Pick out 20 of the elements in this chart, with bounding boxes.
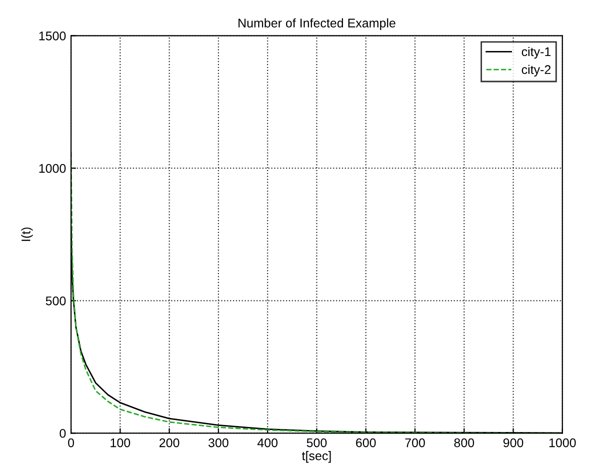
y-axis-title: I(t) — [21, 228, 33, 241]
x-tick-label: 500 — [306, 438, 327, 448]
x-tick-label: 300 — [208, 438, 228, 448]
x-tick-label: 600 — [356, 438, 376, 448]
x-tick-label: 200 — [160, 438, 180, 448]
y-tick-label: 1500 — [39, 32, 66, 40]
x-tick-label: 900 — [503, 438, 524, 448]
x-tick-label: 0 — [68, 438, 74, 448]
y-tick-label: 1000 — [39, 164, 66, 173]
legend-label: city-1 — [522, 46, 551, 59]
x-tick-label: 400 — [257, 438, 278, 448]
legend-label: city-2 — [522, 64, 551, 77]
x-tick-label: 1000 — [549, 438, 576, 448]
chart-title: Number of Infected Example — [238, 18, 396, 30]
y-tick-label: 0 — [60, 428, 66, 438]
x-tick-label: 100 — [110, 438, 130, 448]
x-axis-title: t[sec] — [302, 451, 331, 463]
x-tick-label: 700 — [405, 438, 425, 448]
x-tick-label: 800 — [454, 438, 474, 448]
y-tick-label: 500 — [46, 296, 66, 306]
